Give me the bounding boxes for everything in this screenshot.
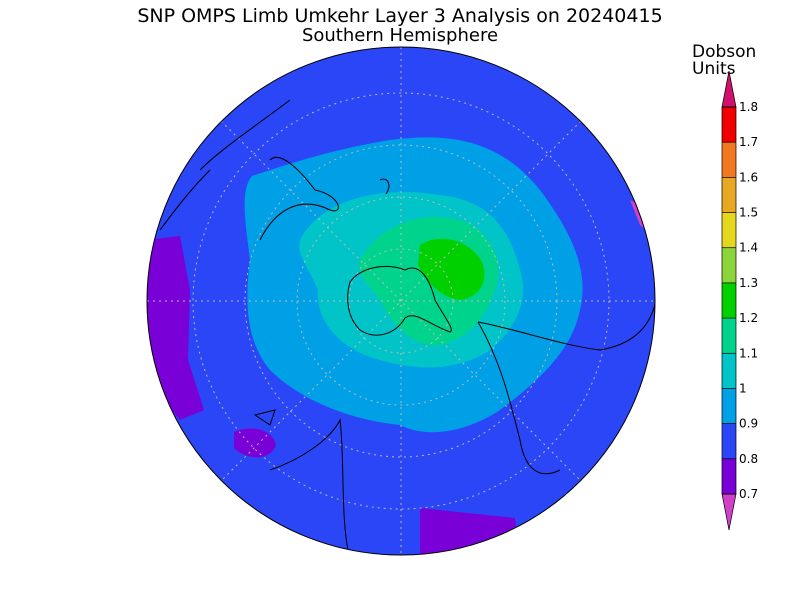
colorbar-tick-label: 0.9 xyxy=(739,417,758,431)
contour-1.2 xyxy=(418,238,485,300)
color-band xyxy=(722,282,736,319)
color-band xyxy=(722,388,736,424)
colorbar-unit-label: Units xyxy=(692,59,736,79)
color-band xyxy=(722,247,736,283)
color-band xyxy=(722,107,736,143)
low-ozone-patch xyxy=(234,428,276,458)
colorbar-tick-label: 1.4 xyxy=(739,241,758,255)
map-border xyxy=(146,46,656,556)
color-band xyxy=(722,353,736,389)
under-triangle xyxy=(721,493,737,531)
colorbar-tick-label: 1.3 xyxy=(739,276,758,290)
colorbar-tick-label: 1.5 xyxy=(739,206,758,220)
colorbar-tick-label: 1.7 xyxy=(739,135,758,149)
graticule xyxy=(147,47,655,555)
map-title: SNP OMPS Limb Umkehr Layer 3 Analysis on… xyxy=(137,5,662,27)
color-band xyxy=(722,318,736,354)
colorbar-tick-label: 0.8 xyxy=(739,452,758,466)
colorbar-tick-label: 1.8 xyxy=(739,100,758,114)
color-band xyxy=(722,142,736,178)
colorbar-tick-label: 1.1 xyxy=(739,346,758,360)
colorbar-tick-label: 1.6 xyxy=(739,170,758,184)
colorbar-unit-label: Dobson xyxy=(692,42,756,62)
coastlines xyxy=(159,99,655,555)
polar-map xyxy=(147,47,655,555)
low-ozone-patch xyxy=(147,236,204,420)
colorbar-tick-label: 1 xyxy=(739,381,747,395)
colorbar-tick-label: 1.2 xyxy=(739,311,758,325)
colorbar: 0.7 0.8 0.9 1 1.1 1.2 1.3 1.4 1.5 1.6 1.7 1.8 Dobson… xyxy=(692,42,758,531)
colorbar-tick-label: 0.7 xyxy=(739,487,758,501)
color-band xyxy=(722,177,736,213)
map-subtitle: Southern Hemisphere xyxy=(302,25,498,46)
color-band xyxy=(722,212,736,248)
color-band xyxy=(722,423,736,459)
color-band xyxy=(722,458,736,494)
